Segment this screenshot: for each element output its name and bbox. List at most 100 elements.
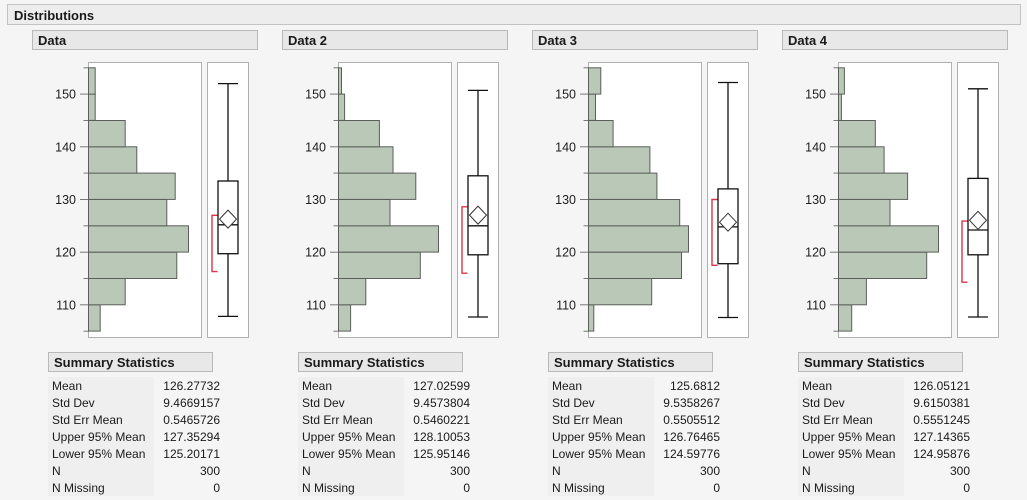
histogram-bar[interactable]	[588, 93, 596, 121]
distribution-panel: Data 3 110 120 130 140 150 Summary Statistic…	[532, 30, 758, 496]
stat-label: Lower 95% Mean	[298, 445, 404, 462]
histogram-bar[interactable]	[838, 251, 928, 279]
histogram-bar[interactable]	[88, 251, 178, 279]
summary-statistics-table: Mean 127.02599 Std Dev 9.4573804 Std Err Mea…	[298, 377, 474, 496]
panel-title: Data 2	[288, 33, 328, 48]
distribution-panel: Data 110 120 130 140 150 Summary Statistics …	[32, 30, 258, 496]
axis-tick-label: 120	[555, 246, 576, 260]
stat-value: 125.6812	[669, 378, 720, 393]
stats-row: Lower 95% Mean 125.20171	[48, 445, 224, 462]
stat-label: N Missing	[298, 479, 404, 496]
histogram-bar[interactable]	[88, 120, 126, 148]
histogram-bar[interactable]	[88, 225, 189, 253]
stat-value: 127.14365	[913, 429, 970, 444]
mean-diamond[interactable]	[718, 212, 738, 232]
summary-statistics-title: Summary Statistics	[304, 355, 425, 370]
panel-outline-header[interactable]: Data	[32, 30, 258, 50]
histogram-boxplot-plot[interactable]: 110 120 130 140 150	[532, 62, 750, 339]
histogram-bar[interactable]	[338, 172, 417, 200]
stat-label: Upper 95% Mean	[298, 428, 404, 445]
histogram-bar[interactable]	[88, 199, 168, 227]
stats-row: N 300	[48, 462, 224, 479]
histogram-bar[interactable]	[88, 93, 96, 121]
stats-row: Std Dev 9.4573804	[298, 394, 474, 411]
stats-row: Std Err Mean 0.5465726	[48, 411, 224, 428]
histogram-bar[interactable]	[338, 278, 367, 306]
stats-row: Mean 125.6812	[548, 377, 724, 394]
stats-row: Mean 126.05121	[798, 377, 974, 394]
distributions-outline-header[interactable]: Distributions	[7, 4, 1021, 25]
histogram-bar[interactable]	[338, 199, 391, 227]
histogram-bar[interactable]	[588, 304, 595, 332]
histogram-bar[interactable]	[588, 120, 614, 148]
histogram-bar[interactable]	[338, 251, 421, 279]
summary-statistics-header[interactable]: Summary Statistics	[298, 352, 463, 372]
stat-value: 300	[699, 463, 720, 478]
summary-statistics-header[interactable]: Summary Statistics	[798, 352, 963, 372]
stat-value: 300	[449, 463, 470, 478]
histogram-bar[interactable]	[838, 120, 876, 148]
stats-row: Std Err Mean 0.5505512	[548, 411, 724, 428]
histogram-bar[interactable]	[838, 225, 939, 253]
histogram-bar[interactable]	[338, 304, 352, 332]
histogram-bar[interactable]	[588, 225, 689, 253]
axis-tick-label: 110	[56, 298, 76, 312]
mean-diamond[interactable]	[968, 210, 988, 231]
summary-statistics-header[interactable]: Summary Statistics	[548, 352, 713, 372]
stat-label: Mean	[548, 377, 654, 394]
distribution-panel: Data 4 110 120 130 140 150 Summary Statistic…	[782, 30, 1008, 496]
panel-outline-header[interactable]: Data 2	[282, 30, 508, 50]
stats-row: Std Err Mean 0.5551245	[798, 411, 974, 428]
histogram-bar[interactable]	[838, 146, 885, 174]
stats-row: Upper 95% Mean 128.10053	[298, 428, 474, 445]
histogram-bar[interactable]	[88, 304, 101, 332]
histogram-bar[interactable]	[588, 67, 602, 95]
stats-row: Std Dev 9.6150381	[798, 394, 974, 411]
histogram-boxplot-plot[interactable]: 110 120 130 140 150	[282, 62, 500, 339]
histogram-bar[interactable]	[338, 146, 394, 174]
histogram-bar[interactable]	[838, 278, 867, 306]
histogram-bar[interactable]	[88, 67, 96, 95]
summary-statistics-header[interactable]: Summary Statistics	[48, 352, 213, 372]
histogram-bar[interactable]	[838, 304, 853, 332]
stats-row: N Missing 0	[798, 479, 974, 496]
histogram-bar[interactable]	[588, 146, 651, 174]
stats-row: N 300	[298, 462, 474, 479]
histogram-boxplot-plot[interactable]: 110 120 130 140 150	[32, 62, 250, 339]
stats-row: N Missing 0	[48, 479, 224, 496]
mean-diamond[interactable]	[468, 205, 488, 225]
stat-label: Std Dev	[298, 394, 404, 411]
histogram-bar[interactable]	[338, 225, 439, 253]
axis-tick-label: 120	[805, 246, 826, 260]
histogram-bar[interactable]	[338, 93, 346, 121]
stat-value: 125.95146	[413, 446, 470, 461]
stat-label: Std Err Mean	[48, 411, 154, 428]
histogram-bar[interactable]	[838, 93, 842, 121]
histogram-bar[interactable]	[588, 199, 681, 227]
stat-value: 9.5358267	[663, 395, 720, 410]
histogram-bar[interactable]	[838, 67, 845, 95]
panel-outline-header[interactable]: Data 4	[782, 30, 1008, 50]
stat-label: N	[548, 462, 654, 479]
axis-tick-label: 120	[55, 246, 76, 260]
histogram-bar[interactable]	[88, 146, 138, 174]
stats-row: Upper 95% Mean 127.35294	[48, 428, 224, 445]
histogram-bar[interactable]	[838, 199, 891, 227]
histogram-boxplot-plot[interactable]: 110 120 130 140 150	[782, 62, 1000, 339]
histogram-bar[interactable]	[338, 67, 342, 95]
histogram-bar[interactable]	[588, 278, 653, 306]
stats-row: N Missing 0	[298, 479, 474, 496]
stats-row: Lower 95% Mean 124.59776	[548, 445, 724, 462]
histogram-bar[interactable]	[88, 172, 176, 200]
shortest-half-bracket	[961, 220, 968, 283]
histogram-bar[interactable]	[338, 120, 380, 148]
stats-row: N 300	[548, 462, 724, 479]
histogram-bar[interactable]	[838, 172, 909, 200]
panel-outline-header[interactable]: Data 3	[532, 30, 758, 50]
histogram-bar[interactable]	[88, 278, 126, 306]
histogram-bar[interactable]	[588, 172, 658, 200]
stat-label: Lower 95% Mean	[798, 445, 904, 462]
histogram-bar[interactable]	[588, 251, 682, 279]
mean-diamond[interactable]	[218, 209, 238, 229]
